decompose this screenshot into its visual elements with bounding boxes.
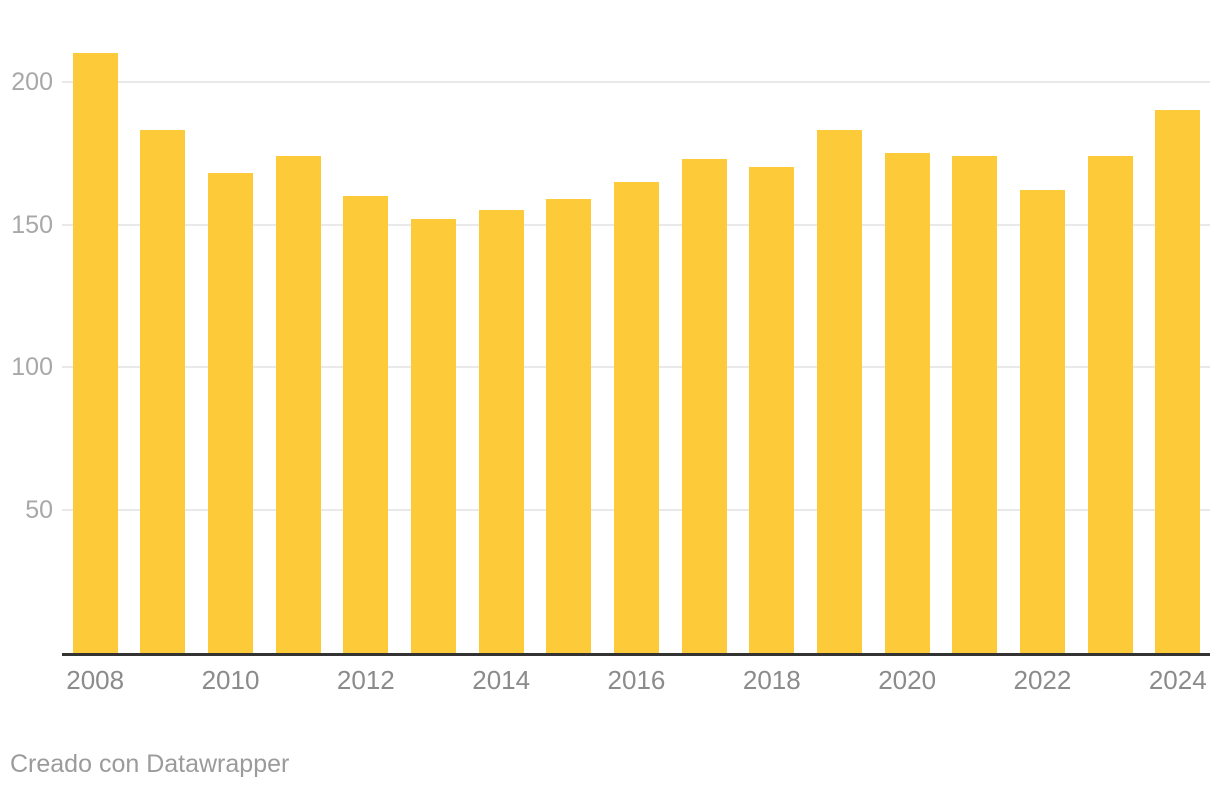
bar-2020 <box>884 153 930 653</box>
y-tick-label-50: 50 <box>25 496 53 525</box>
chart-footer: Creado con Datawrapper <box>10 751 289 778</box>
bar-2014 <box>478 210 524 653</box>
x-axis-line <box>62 652 1210 656</box>
bar-2023 <box>1087 156 1133 653</box>
bar-2015 <box>546 198 592 653</box>
x-tick-label-2018: 2018 <box>742 665 801 695</box>
bar-2017 <box>681 158 727 653</box>
datawrapper-attribution-link[interactable]: Creado con Datawrapper <box>10 750 290 778</box>
bar-2016 <box>613 181 659 653</box>
bar-2009 <box>140 130 186 653</box>
bar-2021 <box>952 156 998 653</box>
x-tick-label-2022: 2022 <box>1013 665 1072 695</box>
bar-2024 <box>1155 110 1201 653</box>
bar-2010 <box>208 173 254 653</box>
bar-2019 <box>816 130 862 653</box>
x-tick-label-2008: 2008 <box>66 665 125 695</box>
y-tick-label-100: 100 <box>11 353 53 382</box>
bar-2012 <box>343 196 389 653</box>
bar-2013 <box>411 218 456 653</box>
y-tick-label-200: 200 <box>11 67 53 96</box>
x-tick-label-2014: 2014 <box>472 665 531 695</box>
y-tick-label-150: 150 <box>11 210 53 239</box>
bar-2011 <box>275 156 321 653</box>
x-tick-label-2010: 2010 <box>201 665 260 695</box>
x-tick-label-2024: 2024 <box>1148 665 1207 695</box>
x-tick-label-2016: 2016 <box>607 665 666 695</box>
bar-2018 <box>749 167 795 653</box>
bar-2022 <box>1019 190 1065 653</box>
bar-2008 <box>72 53 118 653</box>
gridline-200 <box>62 80 1210 83</box>
x-tick-label-2012: 2012 <box>336 665 395 695</box>
x-tick-label-2020: 2020 <box>878 665 937 695</box>
